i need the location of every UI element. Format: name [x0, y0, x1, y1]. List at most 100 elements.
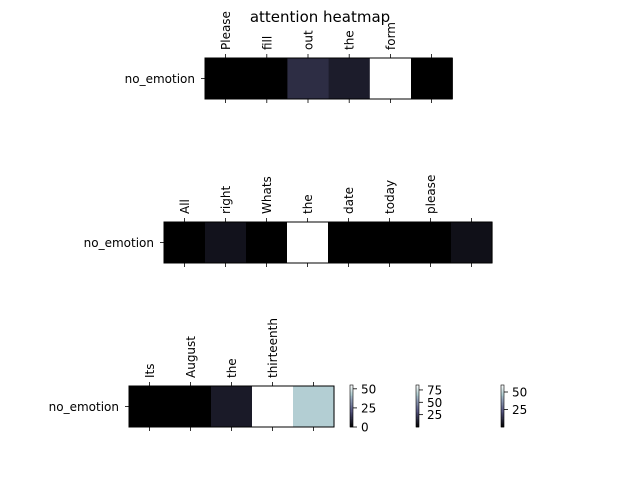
colorbar-segment [501, 387, 504, 390]
colorbar-tick-label: 25 [512, 403, 527, 417]
token-label: Its [143, 364, 157, 379]
colorbar-segment [350, 411, 353, 414]
row-label: no_emotion [84, 236, 154, 250]
colorbar-segment [416, 424, 419, 426]
colorbar-segment [350, 420, 353, 422]
colorbar-segment [416, 399, 419, 401]
colorbar-segment [501, 400, 504, 403]
colorbar-segment [350, 386, 353, 389]
colorbar-segment [350, 408, 353, 411]
heatmap-cell [170, 386, 212, 427]
token-label: out [302, 30, 316, 50]
heatmap-cell [369, 222, 411, 263]
colorbar-segment [416, 393, 419, 396]
heatmap-cell [328, 222, 370, 263]
chart-title: attention heatmap [250, 8, 390, 26]
token-label: the [225, 358, 239, 378]
colorbar-segment [350, 406, 353, 408]
colorbar-segment [350, 407, 353, 410]
colorbar-segment [416, 400, 419, 403]
colorbar-segment [350, 401, 353, 404]
heatmap-panel-1: Please fill out the form no_emotion [125, 11, 453, 103]
colorbar-segment [416, 421, 419, 424]
token-label: please [424, 175, 438, 214]
colorbar-segment [350, 404, 353, 407]
colorbar-tick-label: 0 [361, 421, 369, 435]
token-label: form [384, 22, 398, 50]
colorbar-segment [350, 396, 353, 398]
token-label: right [219, 186, 233, 214]
colorbar-segment [416, 422, 419, 425]
colorbar-segment [416, 407, 419, 410]
heatmap-cell [369, 58, 412, 99]
colorbar-segment [501, 396, 504, 398]
colorbar-tick-label: 50 [361, 382, 376, 396]
colorbar-segment [501, 401, 504, 404]
token-label: the [301, 194, 315, 214]
colorbar-segment [350, 403, 353, 405]
colorbar-segment [416, 389, 419, 391]
colorbar-segment [501, 394, 504, 397]
colorbar-segment [416, 410, 419, 412]
colorbar-segment [416, 411, 419, 414]
colorbar-segment [501, 389, 504, 391]
colorbar-segment [416, 413, 419, 415]
colorbar-segment [501, 422, 504, 425]
colorbar-segment [416, 396, 419, 398]
colorbar-segment [501, 392, 504, 394]
colorbar-segment [501, 421, 504, 424]
heatmap-cell [211, 386, 253, 427]
colorbar-segment [416, 414, 419, 417]
token-label: Please [219, 11, 233, 50]
colorbar-segment [350, 387, 353, 390]
colorbar-segment [416, 408, 419, 411]
heatmap-cell [287, 58, 330, 99]
colorbar-segment [416, 385, 419, 387]
colorbar-segment [416, 415, 419, 418]
colorbar-segment [416, 418, 419, 421]
colorbar-tick-label: 25 [361, 401, 376, 415]
colorbar-segment [501, 390, 504, 393]
colorbar-segment [501, 407, 504, 410]
colorbar-segment [501, 404, 504, 407]
colorbar-segment [416, 397, 419, 400]
colorbar-segment [416, 420, 419, 422]
colorbar-segment [350, 399, 353, 401]
colorbar-segment [501, 406, 504, 408]
colorbar-segment [501, 418, 504, 421]
heatmap-cell [410, 222, 452, 263]
colorbar-tick-label: 75 [427, 383, 442, 397]
colorbar-segment [501, 420, 504, 422]
heatmap-panel-3: Its August the thirteenth no_emotion [49, 318, 335, 431]
colorbar-segment [501, 385, 504, 387]
colorbar-tick-label: 25 [427, 408, 442, 422]
token-label: thirteenth [266, 318, 280, 378]
heatmap-cell [164, 222, 206, 263]
colorbar-segment [501, 408, 504, 411]
colorbar-segment [416, 386, 419, 389]
colorbar-segment [501, 403, 504, 405]
token-label: fill [260, 36, 274, 50]
colorbar-segment [501, 411, 504, 414]
colorbar-segment [501, 413, 504, 415]
colorbar-segment [350, 392, 353, 394]
heatmap-cell [252, 386, 294, 427]
colorbar-segment [416, 387, 419, 390]
colorbar-frame [349, 384, 354, 428]
colorbar-segment [416, 404, 419, 407]
colorbar-tick-label: 50 [427, 396, 442, 410]
colorbar-segment [416, 390, 419, 393]
colorbar-segment [416, 401, 419, 404]
token-label: date [342, 187, 356, 214]
colorbar-segment [350, 413, 353, 415]
row-label: no_emotion [49, 400, 119, 414]
heatmap-cell [293, 386, 335, 427]
heatmap-cell [246, 222, 288, 263]
colorbar-tick-label: 50 [512, 386, 527, 400]
colorbar-segment [350, 424, 353, 426]
colorbar-frame [415, 384, 420, 428]
colorbar-segment [350, 390, 353, 393]
colorbar-segment [350, 415, 353, 418]
